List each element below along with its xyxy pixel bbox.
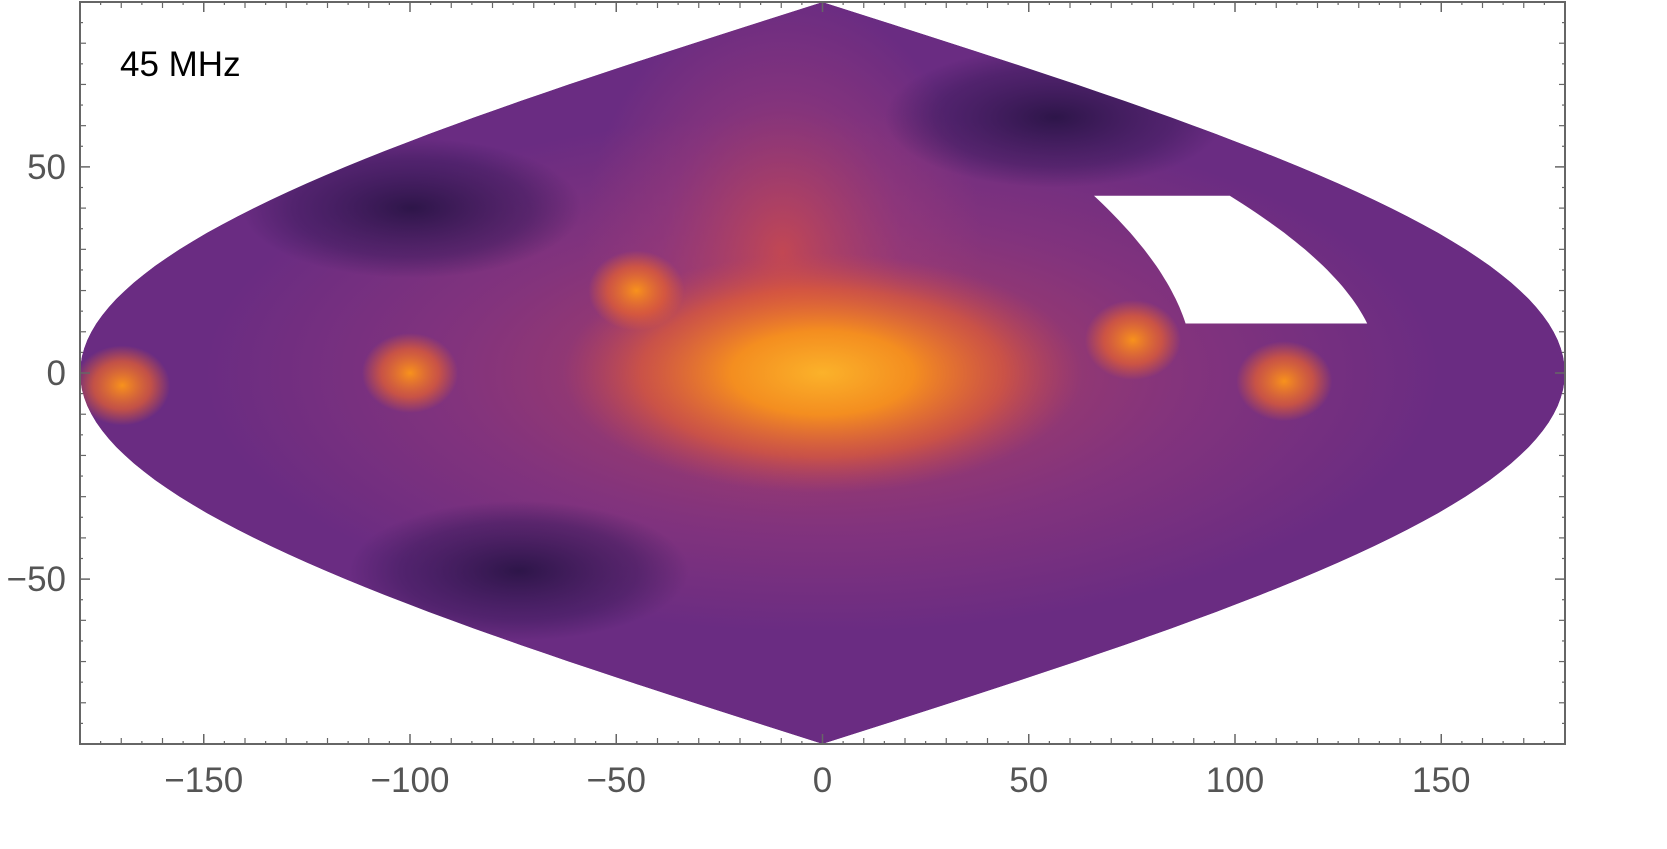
intensity-feature-4: [1236, 341, 1333, 422]
x-tick-label: 50: [1009, 761, 1048, 800]
frequency-label: 45 MHz: [120, 45, 241, 84]
intensity-feature-3: [1084, 300, 1181, 380]
x-tick-label: −100: [371, 761, 450, 800]
intensity-feature-2: [588, 250, 685, 331]
intensity-feature-7: [348, 500, 689, 641]
intensity-feature-0: [562, 253, 1083, 493]
x-tick-label: 100: [1206, 761, 1264, 800]
y-tick-label: −50: [7, 560, 66, 599]
x-tick-label: −150: [164, 761, 243, 800]
intensity-feature-6: [241, 138, 582, 279]
intensity-feature-8: [884, 47, 1225, 188]
masked-region: [1094, 195, 1368, 324]
x-tick-label: 150: [1412, 761, 1470, 800]
y-tick-label: 50: [27, 148, 66, 187]
y-tick-label: 0: [47, 354, 66, 393]
axis-ticks: −150 −100 −50 0 50 100 150 −50 0 50: [7, 2, 1565, 800]
sky-map: [80, 2, 1565, 744]
x-tick-label: −50: [587, 761, 646, 800]
intensity-feature-5: [80, 345, 171, 426]
intensity-feature-1: [362, 333, 458, 413]
x-tick-label: 0: [813, 761, 832, 800]
